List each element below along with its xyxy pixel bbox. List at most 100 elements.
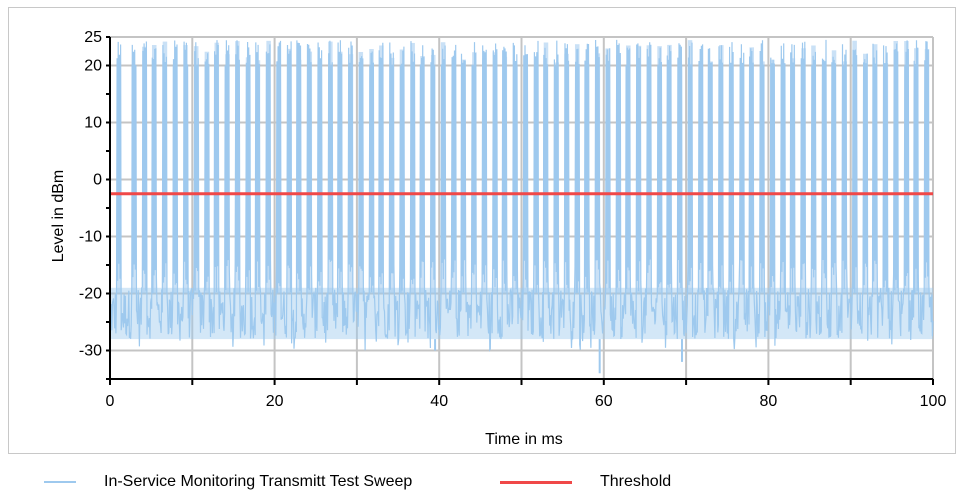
y-tick-label: -20 (79, 286, 102, 303)
series-sweep-burst (523, 55, 528, 294)
series-sweep-burst (646, 45, 652, 294)
legend-label-sweep: In-Service Monitoring Transmitt Test Swe… (104, 473, 413, 490)
legend-swatch-sweep (44, 481, 76, 483)
series-sweep-burst (749, 47, 754, 294)
series-sweep-burst (131, 64, 136, 294)
x-axis-title: Time in ms (485, 431, 563, 448)
series-sweep-burst (533, 64, 539, 294)
y-tick-label: 20 (84, 58, 102, 75)
series-sweep-burst (492, 52, 498, 294)
series-sweep-burst (811, 45, 816, 294)
series-sweep-burst (172, 65, 178, 294)
series-sweep-burst (225, 54, 230, 294)
series-sweep-burst (204, 51, 210, 294)
series-sweep-burst (451, 57, 457, 294)
series-sweep-burst (286, 48, 292, 294)
series-sweep-burst (605, 48, 610, 294)
series-sweep-burst (687, 40, 693, 294)
series-sweep-burst (266, 40, 271, 294)
series-sweep-burst (235, 41, 240, 294)
series-sweep-burst (513, 64, 518, 294)
x-tick-label: 100 (920, 393, 947, 410)
y-axis-title: Level in dBm (50, 170, 67, 263)
series-sweep-burst (420, 56, 425, 294)
series-sweep-burst (307, 51, 313, 294)
series-sweep-burst (801, 48, 806, 294)
series-sweep-burst (151, 45, 157, 294)
series-sweep-burst (626, 45, 631, 294)
series-sweep-burst (389, 57, 395, 294)
series-sweep-burst (481, 58, 487, 294)
series-sweep-burst (358, 51, 364, 294)
y-tick-label: -10 (79, 229, 102, 246)
series-sweep-burst (719, 45, 724, 294)
series-sweep-burst (657, 46, 662, 294)
series-sweep-burst (214, 42, 220, 294)
y-tick-label: 0 (93, 172, 102, 189)
series-sweep-burst (348, 54, 354, 294)
series-sweep-burst (317, 60, 322, 294)
series-sweep-burst (440, 42, 446, 294)
series-sweep-burst (296, 59, 302, 294)
legend-swatch-threshold (500, 480, 572, 484)
series-sweep-burst (852, 40, 857, 294)
series-sweep-burst (636, 45, 642, 294)
series-sweep-burst (564, 53, 569, 294)
series-sweep-burst (698, 62, 703, 294)
series-sweep-burst (863, 53, 868, 294)
series-sweep-burst (708, 61, 713, 294)
series-sweep-burst (924, 49, 930, 294)
series-sweep-burst (770, 59, 775, 294)
series-sweep-burst (760, 61, 765, 294)
series-sweep-burst (831, 50, 837, 294)
series-sweep-burst (410, 42, 415, 294)
legend-item-sweep: In-Service Monitoring Transmitt Test Swe… (44, 470, 412, 494)
series-sweep-noise-floor (110, 287, 933, 340)
series-sweep-burst (337, 51, 343, 294)
series-sweep-burst (430, 54, 436, 294)
y-tick-label: -30 (79, 343, 102, 360)
series-sweep-burst (255, 60, 261, 294)
x-tick-label: 40 (430, 393, 448, 410)
series-sweep-burst (883, 63, 889, 294)
series-sweep-burst (904, 41, 909, 294)
series-sweep-burst (502, 56, 508, 294)
x-tick-label: 0 (106, 393, 115, 410)
series-sweep-burst (162, 41, 168, 294)
series-sweep-burst (369, 49, 374, 294)
y-tick-label: 10 (84, 115, 102, 132)
series-sweep-burst (328, 41, 333, 294)
series-sweep-burst (461, 59, 466, 294)
series-sweep-burst (914, 48, 919, 294)
series-sweep-burst (677, 64, 683, 294)
chart-frame: 25 20 10 0 -10 -20 -30 0 20 40 60 80 100 Level in dB… (8, 7, 956, 454)
series-sweep-burst (872, 44, 878, 294)
series-sweep-burst (193, 46, 199, 294)
x-tick-label: 60 (595, 393, 613, 410)
series-sweep-burst (554, 62, 559, 294)
series-sweep-burst (595, 53, 601, 294)
series-sweep-burst (276, 61, 281, 294)
series-sweep-burst (790, 58, 796, 294)
series-sweep-burst (842, 61, 847, 294)
series-sweep-burst (616, 55, 621, 294)
series-sweep-burst (584, 63, 590, 294)
series-sweep-burst (543, 42, 549, 294)
series-sweep-burst (667, 44, 672, 294)
series-sweep-burst (245, 57, 251, 294)
legend-item-threshold: Threshold (500, 470, 671, 494)
y-tick-label: 25 (84, 29, 102, 46)
series-sweep-burst (893, 40, 899, 294)
series-sweep-burst (574, 44, 580, 294)
plot-area (109, 39, 934, 374)
series-sweep-burst (472, 52, 477, 294)
series-sweep-burst (116, 61, 122, 294)
series-sweep-burst (821, 64, 827, 294)
x-tick-label: 80 (760, 393, 778, 410)
series-sweep-burst (739, 65, 745, 294)
series-sweep-burst (780, 63, 786, 294)
series-sweep-burst (183, 45, 188, 294)
x-tick-label: 20 (266, 393, 284, 410)
